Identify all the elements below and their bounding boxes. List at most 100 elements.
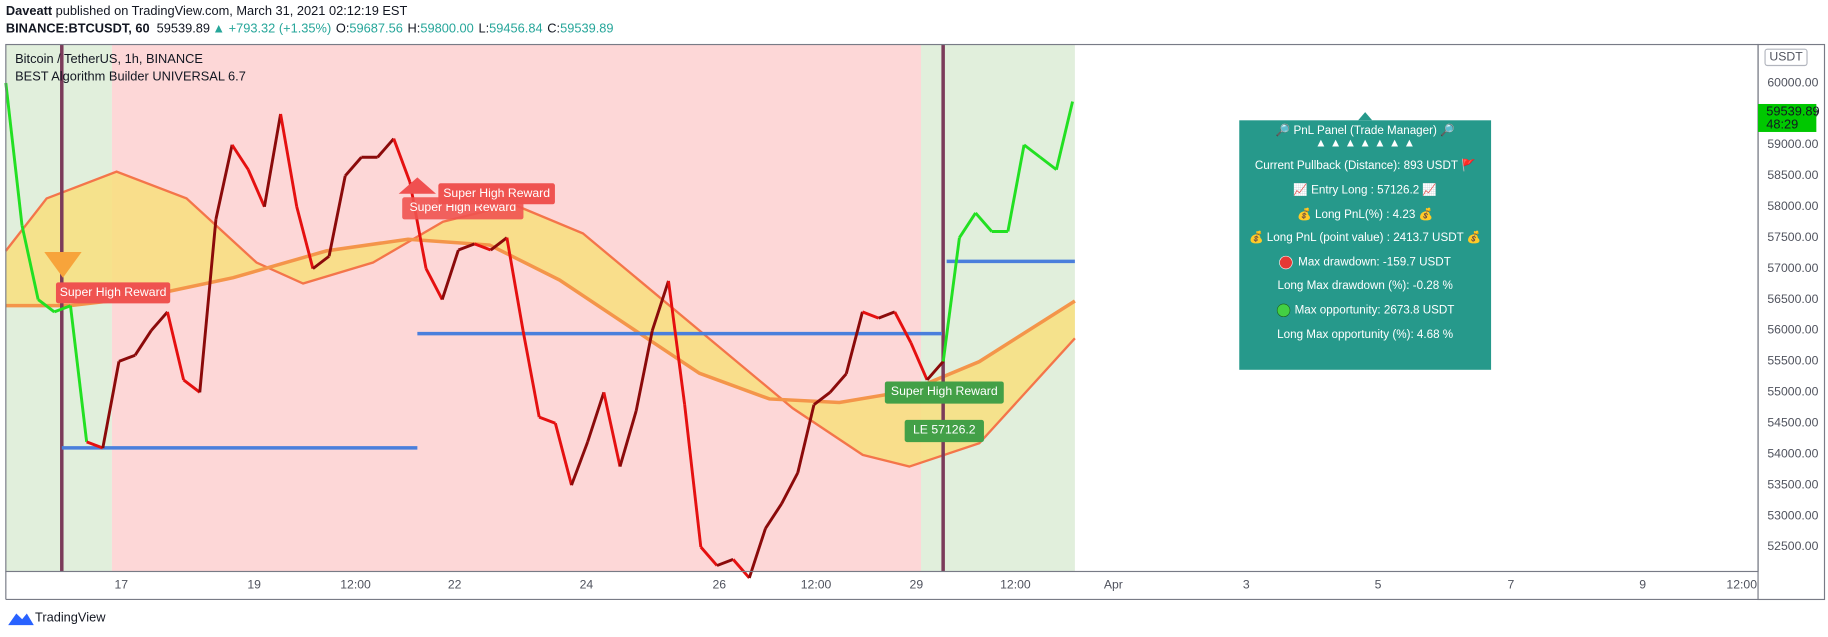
time-tick-label: 29: [910, 578, 924, 592]
time-tick-label: 12:00: [1000, 578, 1031, 592]
price-segment: [958, 212, 977, 239]
price-axis: [1757, 43, 1826, 601]
price-tick-label: 60000.00: [1767, 75, 1818, 89]
price-segment: [118, 353, 136, 363]
price-segment: [295, 206, 315, 269]
time-tick-label: 22: [448, 578, 462, 592]
price-tick-label: 57000.00: [1767, 261, 1818, 275]
price-tick-label: 58500.00: [1767, 168, 1818, 182]
signal-box: [904, 419, 984, 443]
panel-title: 🔎 PnL Panel (Trade Manager) 🔎: [1276, 122, 1455, 137]
price-segment: [1023, 143, 1042, 159]
c: 59539.89: [560, 21, 613, 36]
price-segment: [618, 410, 638, 467]
price-segment: [230, 144, 250, 171]
signal-box: [55, 282, 171, 304]
time-tick-label: 12:00: [340, 578, 371, 592]
price-segment: [214, 144, 234, 220]
signal-box: [438, 183, 555, 205]
bg-green: [920, 44, 1075, 572]
price-segment: [392, 138, 412, 183]
publisher: Daveatt: [6, 3, 53, 18]
price-segment: [716, 558, 734, 567]
price-segment: [474, 242, 492, 252]
price-segment: [20, 224, 40, 300]
signal-label: Super High Reward: [60, 285, 167, 299]
c-label: C:: [547, 21, 560, 36]
price-segment: [166, 311, 186, 381]
price-segment: [796, 404, 816, 474]
price-segment: [327, 175, 347, 257]
price-segment: [262, 113, 283, 207]
time-tick-label: 9: [1639, 578, 1646, 592]
last: 59539.89: [157, 21, 210, 36]
price-segment: [861, 310, 880, 320]
price-segment: [570, 441, 590, 486]
price-tick-label: 59000.00: [1767, 137, 1818, 151]
bg-green: [5, 44, 112, 572]
time-tick-label: 19: [247, 578, 261, 592]
price-segment: [1054, 101, 1074, 170]
price-segment: [408, 181, 428, 269]
tv-logo: [8, 613, 34, 626]
price-tick-label: 52500.00: [1767, 539, 1818, 553]
time-tick-label: 7: [1507, 578, 1514, 592]
panel-row: Long Max drawdown (%): -0.28 %: [1277, 279, 1452, 292]
panel-row: Long Max opportunity (%): 4.68 %: [1277, 328, 1453, 341]
price-tick-label: 54000.00: [1767, 446, 1818, 460]
panel-arrows: ▲ ▲ ▲ ▲ ▲ ▲ ▲: [1315, 137, 1415, 150]
price-segment: [667, 280, 687, 405]
last-price-tag: [1758, 103, 1817, 132]
price-segment: [813, 391, 832, 406]
price-segment: [974, 211, 993, 233]
price-segment: [489, 236, 508, 252]
price-segment: [133, 329, 153, 357]
l-label: L:: [478, 21, 489, 36]
price-segment: [69, 305, 89, 442]
price-segment: [86, 440, 104, 450]
o-label: O:: [336, 21, 350, 36]
currency-box: [1764, 48, 1808, 67]
price-segment: [586, 391, 606, 443]
last-price: 59539.89: [1766, 104, 1819, 119]
time-tick-label: 17: [114, 578, 128, 592]
bg-red: [111, 44, 921, 572]
price-segment: [198, 218, 218, 393]
price-tick-label: 58000.00: [1767, 199, 1818, 213]
price-segment: [4, 82, 24, 226]
price-segment: [780, 472, 800, 505]
panel-row: 💰 Long PnL(%) : 4.23 💰: [1297, 207, 1433, 221]
signal-arrow: [398, 177, 437, 194]
price-tick-label: 54500.00: [1767, 416, 1818, 430]
price-segment: [634, 330, 654, 412]
price-segment: [182, 378, 201, 394]
countdown: 48:29: [1766, 116, 1798, 131]
price-segment: [650, 280, 670, 331]
quote-line: BINANCE:BTCUSDT, 60 59539.89 ▲ +793.32 (+1…: [6, 21, 614, 36]
price-segment: [457, 242, 476, 252]
signal-label: Super High Reward: [891, 384, 998, 398]
price-segment: [279, 113, 299, 207]
price-segment: [53, 304, 71, 314]
price-segment: [683, 404, 703, 548]
signal-arrow: [44, 252, 82, 278]
opportunity-dot: [1276, 303, 1291, 318]
price-segment: [909, 342, 929, 381]
time-tick-label: 3: [1243, 578, 1250, 592]
published: published on TradingView.com, March 31, …: [52, 3, 407, 18]
price-segment: [150, 310, 169, 332]
time-tick-label: 12:00: [1726, 578, 1757, 592]
price-segment: [1039, 156, 1058, 171]
panel-row: 📈 Entry Long : 57126.2 📈: [1293, 182, 1437, 196]
footer-brand: TradingView: [35, 610, 106, 625]
price-segment: [344, 156, 363, 177]
signal-label: LE 57126.2: [913, 423, 976, 437]
panel-row: Max drawdown: -159.7 USDT: [1298, 256, 1451, 269]
price-segment: [312, 255, 330, 270]
price-segment: [553, 422, 573, 486]
pnl-panel: [1239, 120, 1492, 370]
price-segment: [699, 546, 719, 567]
l: 59456.84: [489, 21, 542, 36]
h-label: H:: [408, 21, 421, 36]
